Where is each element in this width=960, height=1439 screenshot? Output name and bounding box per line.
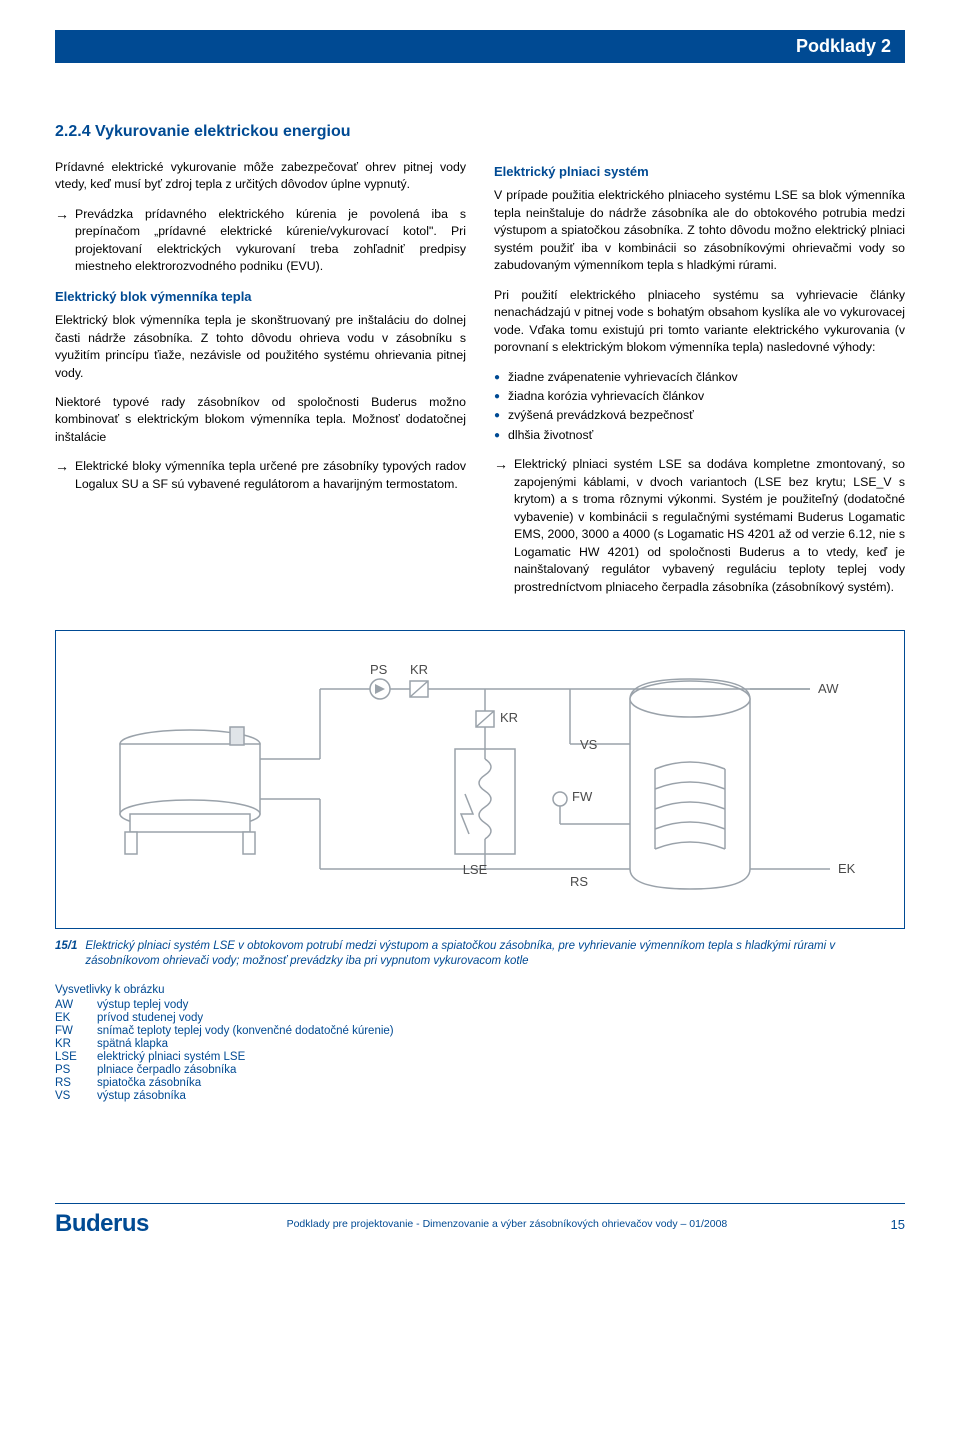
legend-title: Vysvetlivky k obrázku xyxy=(55,984,905,996)
left-arrow2: → Elektrické bloky výmenníka tepla určen… xyxy=(55,458,466,493)
table-row: FWsnímač teploty teplej vody (konvenčné … xyxy=(55,1025,408,1038)
buderus-logo: Buderus xyxy=(55,1210,149,1238)
left-column: Prídavné elektrické vykurovanie môže zab… xyxy=(55,159,466,608)
left-arrow2-text: Elektrické bloky výmenníka tepla určené … xyxy=(75,458,466,493)
left-subhead: Elektrický blok výmenníka tepla xyxy=(55,288,466,306)
left-p3: Niektoré typové rady zásobníkov od spolo… xyxy=(55,394,466,446)
legend-key: RS xyxy=(55,1077,97,1090)
left-p2: Elektrický blok výmenníka tepla je skonš… xyxy=(55,312,466,382)
label-kr: KR xyxy=(410,662,428,677)
list-item: dlhšia životnosť xyxy=(494,427,905,444)
legend-val: elektrický plniaci systém LSE xyxy=(97,1051,408,1064)
storage-tank-icon xyxy=(630,679,750,889)
list-item: žiadne zvápenatenie vyhrievacích článkov xyxy=(494,369,905,386)
left-arrow1: → Prevádzka prídavného elektrického kúre… xyxy=(55,206,466,276)
table-row: PSplniace čerpadlo zásobníka xyxy=(55,1064,408,1077)
arrow-icon: → xyxy=(55,206,69,276)
footer-text: Podklady pre projektovanie - Dimenzovani… xyxy=(149,1218,865,1230)
list-item: zvýšená prevádzková bezpečnosť xyxy=(494,407,905,424)
list-item: žiadna korózia vyhrievacích článkov xyxy=(494,388,905,405)
legend-val: plniace čerpadlo zásobníka xyxy=(97,1064,408,1077)
right-subhead: Elektrický plniaci systém xyxy=(494,163,905,181)
table-row: EKprívod studenej vody xyxy=(55,1012,408,1025)
table-row: LSEelektrický plniaci systém LSE xyxy=(55,1051,408,1064)
page: Podklady 2 2.2.4 Vykurovanie elektrickou… xyxy=(0,0,960,1258)
section-heading: 2.2.4 Vykurovanie elektrickou energiou xyxy=(55,123,905,141)
legend-key: PS xyxy=(55,1064,97,1077)
legend-key: LSE xyxy=(55,1051,97,1064)
figure-box: PS KR KR AW VS FW LSE RS EK xyxy=(55,630,905,929)
page-footer: Buderus Podklady pre projektovanie - Dim… xyxy=(55,1203,905,1238)
table-row: KRspätná klapka xyxy=(55,1038,408,1051)
right-arrow1-text: Elektrický plniaci systém LSE sa dodáva … xyxy=(514,456,905,596)
left-arrow1-text: Prevádzka prídavného elektrického kúreni… xyxy=(75,206,466,276)
caption-num: 15/1 xyxy=(55,939,77,970)
legend-key: FW xyxy=(55,1025,97,1038)
legend-key: EK xyxy=(55,1012,97,1025)
header-title: Podklady 2 xyxy=(796,36,891,56)
caption-text: Elektrický plniaci systém LSE v obtokovo… xyxy=(85,939,905,970)
legend-key: KR xyxy=(55,1038,97,1051)
left-p1: Prídavné elektrické vykurovanie môže zab… xyxy=(55,159,466,194)
diagram-labels: PS KR KR AW VS FW LSE RS EK xyxy=(370,662,856,889)
label-ek: EK xyxy=(838,861,856,876)
label-vs: VS xyxy=(580,737,598,752)
right-p2: Pri použití elektrického plniaceho systé… xyxy=(494,287,905,357)
arrow-icon: → xyxy=(494,456,508,596)
legend-val: prívod studenej vody xyxy=(97,1012,408,1025)
label-ps: PS xyxy=(370,662,388,677)
label-kr2: KR xyxy=(500,710,518,725)
boiler-icon xyxy=(120,727,260,854)
header-bar: Podklady 2 xyxy=(55,30,905,63)
table-row: RSspiatočka zásobníka xyxy=(55,1077,408,1090)
legend-key: VS xyxy=(55,1090,97,1103)
label-lse: LSE xyxy=(463,862,488,877)
legend-table: AWvýstup teplej vody EKprívod studenej v… xyxy=(55,999,408,1103)
legend-val: výstup teplej vody xyxy=(97,999,408,1012)
page-number: 15 xyxy=(865,1217,905,1232)
lse-block-icon xyxy=(455,749,515,854)
table-row: AWvýstup teplej vody xyxy=(55,999,408,1012)
table-row: VSvýstup zásobníka xyxy=(55,1090,408,1103)
label-fw: FW xyxy=(572,789,593,804)
legend-val: výstup zásobníka xyxy=(97,1090,408,1103)
two-column-body: Prídavné elektrické vykurovanie môže zab… xyxy=(55,159,905,608)
label-rs: RS xyxy=(570,874,588,889)
legend-val: spiatočka zásobníka xyxy=(97,1077,408,1090)
legend-key: AW xyxy=(55,999,97,1012)
arrow-icon: → xyxy=(55,458,69,493)
right-column: Elektrický plniaci systém V prípade použ… xyxy=(494,159,905,608)
figure-caption: 15/1 Elektrický plniaci systém LSE v obt… xyxy=(55,939,905,970)
legend-val: spätná klapka xyxy=(97,1038,408,1051)
right-bullets: žiadne zvápenatenie vyhrievacích článkov… xyxy=(494,369,905,445)
legend-val: snímač teploty teplej vody (konvenčné do… xyxy=(97,1025,408,1038)
diagram-svg: PS KR KR AW VS FW LSE RS EK xyxy=(70,649,890,909)
right-arrow1: → Elektrický plniaci systém LSE sa dodáv… xyxy=(494,456,905,596)
right-p1: V prípade použitia elektrického plniaceh… xyxy=(494,187,905,274)
label-aw: AW xyxy=(818,681,839,696)
